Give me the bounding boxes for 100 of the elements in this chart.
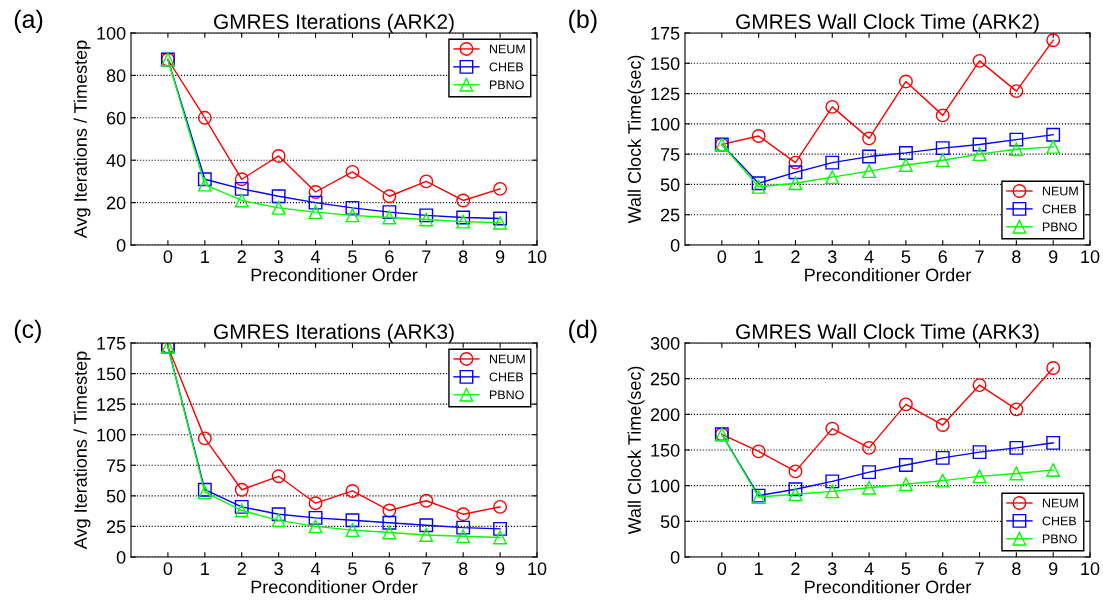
point [345,200,360,215]
x-axis-title: Preconditioner Order [805,580,971,594]
x-tick-label: 10 [528,562,547,576]
point [1046,127,1061,142]
legend-label: NEUM [489,354,525,364]
x-tick-label: 4 [310,250,321,263]
point [345,523,360,538]
point [493,499,508,514]
point [825,484,840,499]
chart-title: GMRES Wall Clock Time (ARK2) [736,13,1039,34]
y-tick-label: 100 [651,117,680,131]
y-tick-label: 25 [660,208,680,222]
x-tick-label: 1 [754,562,763,575]
y-tick-label: 100 [97,26,126,40]
point [788,464,803,479]
point [234,482,249,497]
point [308,205,323,220]
x-tick-label: 3 [827,562,837,576]
x-tick-label: 0 [717,562,727,576]
x-tick-label: 7 [422,562,431,575]
point [197,431,212,446]
x-tick-label: 9 [1049,250,1058,264]
point [898,458,913,472]
x-axis-title: Preconditioner Order [251,580,418,594]
x-tick-label: 5 [901,250,911,264]
point [825,421,840,436]
x-tick-label: 9 [1049,562,1058,576]
point [1046,33,1061,48]
y-tick-label: 175 [97,337,126,350]
point [345,513,360,528]
x-tick-label: 6 [938,562,947,576]
point [197,172,212,187]
point [493,211,508,226]
x-tick-label: 2 [791,250,800,263]
text: (b) [569,9,597,33]
point [234,193,249,208]
point [456,214,471,229]
chart-title: GMRES Wall Clock Time (ARK3) [736,323,1039,344]
point [1009,466,1024,481]
y-tick-label: 150 [651,443,680,457]
point [234,172,249,187]
point [271,507,286,522]
point [898,477,913,492]
y-tick-label: 100 [97,428,126,442]
x-tick-label: 5 [348,250,357,264]
y-tick-label: 0 [116,238,126,252]
x-tick-label: 10 [1081,562,1100,576]
x-tick-label: 0 [163,562,173,576]
point [345,164,360,179]
point [197,110,212,125]
point [271,200,286,215]
x-tick-label: 2 [237,562,246,575]
y-axis-title: Avg Iterations / Timestep [73,40,91,239]
point [1046,139,1061,154]
x-tick-label: 4 [310,562,321,575]
point [972,378,987,393]
point [1009,84,1024,99]
point [493,215,508,230]
point [862,149,877,164]
text: (c) [14,319,41,343]
y-tick-label: 150 [651,57,680,71]
point [862,480,877,495]
y-axis-title: Wall Clock Time(sec) [627,366,645,535]
point [382,205,397,220]
x-tick-label: 7 [975,562,984,575]
point [898,158,913,172]
y-tick-label: 250 [650,372,680,386]
text: (a) [14,9,43,33]
point [972,147,987,162]
point [308,185,323,199]
y-tick-label: 50 [660,178,680,192]
point [862,164,877,179]
y-tick-label: 300 [650,336,680,350]
point [493,521,508,536]
point [419,212,434,227]
point [382,210,397,225]
point [1009,402,1024,417]
point [271,149,286,163]
point [493,181,508,196]
point [345,208,360,223]
point [456,520,471,535]
y-tick-label: 80 [106,69,126,83]
y-tick-label: 150 [97,367,126,381]
x-tick-label: 1 [754,250,763,263]
x-tick-label: 2 [237,250,246,263]
point [862,440,877,455]
point [1009,440,1024,455]
y-axis-title: Wall Clock Time(sec) [627,55,645,224]
point [1046,435,1061,450]
y-tick-label: 200 [650,408,680,422]
point [456,210,471,225]
x-tick-label: 6 [385,250,394,264]
point [456,507,471,522]
x-tick-label: 7 [422,250,431,263]
point [345,484,360,498]
x-tick-label: 10 [1081,250,1100,264]
y-tick-label: 25 [106,520,126,534]
x-tick-label: 6 [385,562,394,576]
y-tick-label: 50 [106,489,126,503]
legend-label: CHEB [1042,204,1077,214]
